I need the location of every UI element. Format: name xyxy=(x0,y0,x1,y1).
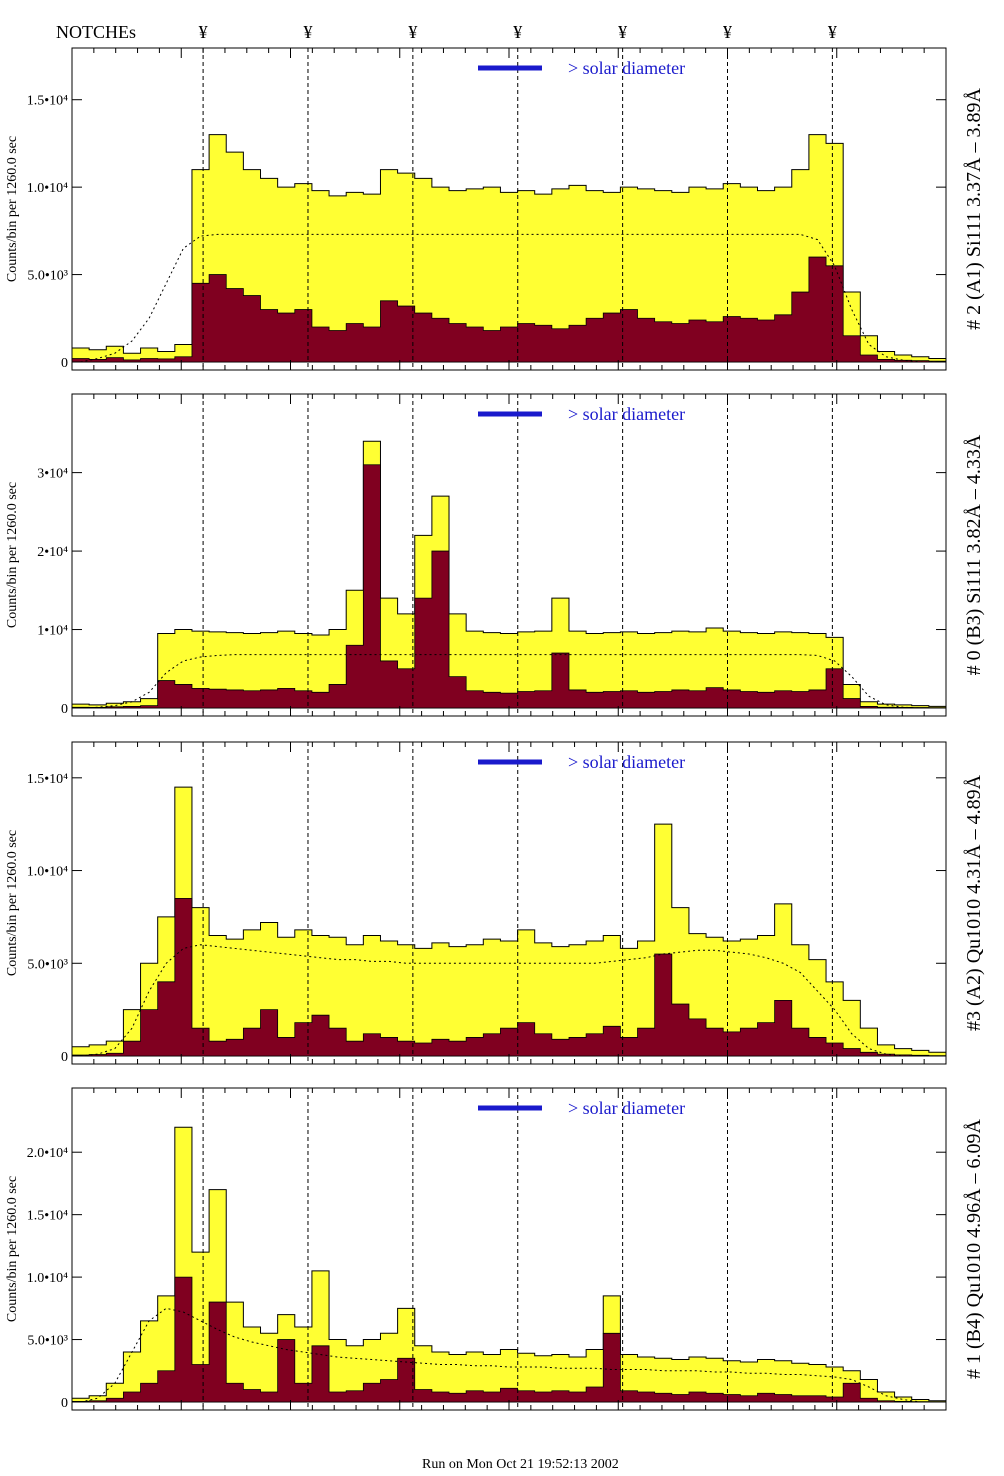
y-tick-label: 5.0•10³ xyxy=(27,957,68,972)
y-tick-label: 0 xyxy=(61,702,68,717)
panel-title: # 1 (B4) Qu1010 4.96Å – 6.09Å xyxy=(963,1118,985,1379)
legend-label: > solar diameter xyxy=(568,404,685,424)
notch-marker: ¥ xyxy=(513,22,522,42)
notch-marker: ¥ xyxy=(303,22,312,42)
y-tick-label: 1.0•10⁴ xyxy=(27,865,68,880)
series-component-area xyxy=(71,464,947,709)
panel-title: # 0 (B3) Si111 3.82Å – 4.33Å xyxy=(963,434,985,675)
legend-label: > solar diameter xyxy=(568,752,685,772)
panel-title: # 2 (A1) Si111 3.37Å – 3.89Å xyxy=(963,88,985,330)
series-model-curve xyxy=(80,233,938,363)
notch-marker: ¥ xyxy=(723,22,732,42)
notch-marker: ¥ xyxy=(618,22,627,42)
notch-marker: ¥ xyxy=(828,22,837,42)
chart-panel: 0 1•10⁴ 2•10⁴ 3•10⁴ Counts/bin per 1260.0 se… xyxy=(5,393,985,717)
y-tick-label: 0 xyxy=(61,356,68,371)
y-axis-label: Counts/bin per 1260.0 sec xyxy=(5,136,20,282)
chart-panel: 0 5.0•10³ 1.0•10⁴ 1.5•10⁴ Counts/bin per 126… xyxy=(5,741,985,1065)
y-tick-label: 5.0•10³ xyxy=(27,269,68,284)
run-timestamp: Run on Mon Oct 21 19:52:13 2002 xyxy=(422,1457,619,1472)
y-tick-label: 1.5•10⁴ xyxy=(27,772,68,787)
notches-label: NOTCHEs xyxy=(56,22,136,42)
chart-panel: 0 5.0•10³ 1.0•10⁴ 1.5•10⁴ Counts/bin per 126… xyxy=(5,47,985,371)
series-component-area xyxy=(71,897,947,1057)
series-component-area xyxy=(71,1276,947,1403)
y-tick-label: 3•10⁴ xyxy=(37,467,68,482)
y-tick-label: 0 xyxy=(61,1396,68,1411)
legend-label: > solar diameter xyxy=(568,1098,685,1118)
series-model-curve xyxy=(80,654,938,709)
legend-label: > solar diameter xyxy=(568,58,685,78)
chart-panel: 0 5.0•10³ 1.0•10⁴ 1.5•10⁴ 2.0•10⁴ Counts/bin … xyxy=(5,1087,985,1411)
panel-title: #3 (A2) Qu1010 4.31Å – 4.89Å xyxy=(963,774,985,1031)
y-tick-label: 0 xyxy=(61,1050,68,1065)
y-axis-label: Counts/bin per 1260.0 sec xyxy=(5,830,20,976)
y-tick-label: 1.0•10⁴ xyxy=(27,1271,68,1286)
y-axis-label: Counts/bin per 1260.0 sec xyxy=(5,1176,20,1322)
notch-marker: ¥ xyxy=(408,22,417,42)
header: NOTCHEs ¥ ¥ ¥ ¥ ¥ ¥ ¥ xyxy=(56,22,837,42)
y-tick-label: 2•10⁴ xyxy=(37,545,68,560)
y-tick-label: 1.5•10⁴ xyxy=(27,1209,68,1224)
series-model-curve xyxy=(80,1307,938,1403)
y-tick-label: 1•10⁴ xyxy=(37,624,68,639)
y-tick-label: 1.5•10⁴ xyxy=(27,94,68,109)
y-axis-label: Counts/bin per 1260.0 sec xyxy=(5,482,20,628)
y-tick-label: 2.0•10⁴ xyxy=(27,1146,68,1161)
notch-marker: ¥ xyxy=(199,22,208,42)
y-tick-label: 5.0•10³ xyxy=(27,1334,68,1349)
y-tick-label: 1.0•10⁴ xyxy=(27,181,68,196)
panels: 0 5.0•10³ 1.0•10⁴ 1.5•10⁴ Counts/bin per 126… xyxy=(5,47,985,1411)
series-model-curve xyxy=(80,944,938,1057)
